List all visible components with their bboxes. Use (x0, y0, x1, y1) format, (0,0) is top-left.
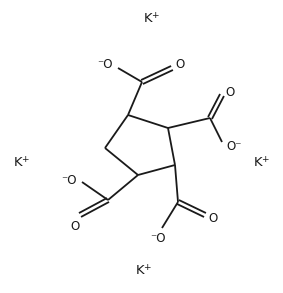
Text: K: K (14, 156, 22, 169)
Text: O⁻: O⁻ (226, 139, 241, 152)
Text: +: + (151, 11, 159, 20)
Text: +: + (261, 156, 269, 164)
Text: ⁻O: ⁻O (98, 59, 113, 71)
Text: K: K (136, 263, 144, 277)
Text: ⁻O: ⁻O (61, 173, 77, 187)
Text: K: K (144, 11, 152, 25)
Text: K: K (254, 156, 262, 169)
Text: O: O (225, 86, 234, 98)
Text: ⁻O: ⁻O (150, 232, 166, 245)
Text: O: O (175, 59, 184, 71)
Text: +: + (21, 156, 29, 164)
Text: O: O (70, 220, 80, 233)
Text: +: + (143, 263, 151, 272)
Text: O: O (208, 212, 217, 224)
